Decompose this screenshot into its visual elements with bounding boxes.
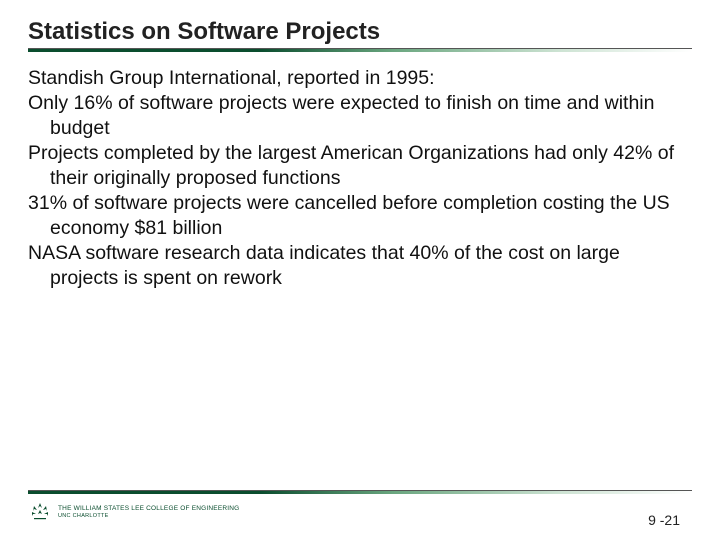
logo-line1: The WILLIAM STATES LEE COLLEGE of ENGINE… <box>58 505 239 512</box>
footer-underline <box>28 490 692 494</box>
logo-text: The WILLIAM STATES LEE COLLEGE of ENGINE… <box>58 505 239 518</box>
logo-line2: UNC CHARLOTTE <box>58 513 239 519</box>
crown-leaf-icon <box>28 500 52 524</box>
logo-area: The WILLIAM STATES LEE COLLEGE of ENGINE… <box>28 500 239 524</box>
body-text: Standish Group International, reported i… <box>28 66 692 291</box>
paragraph: Only 16% of software projects were expec… <box>28 91 692 141</box>
paragraph: Projects completed by the largest Americ… <box>28 141 692 191</box>
paragraph: NASA software research data indicates th… <box>28 241 692 291</box>
footer: The WILLIAM STATES LEE COLLEGE of ENGINE… <box>0 490 720 540</box>
slide-title: Statistics on Software Projects <box>28 18 692 46</box>
paragraph: Standish Group International, reported i… <box>28 66 692 91</box>
slide-container: Statistics on Software Projects Standish… <box>0 0 720 540</box>
page-number: 9 -21 <box>648 512 680 528</box>
title-underline <box>28 48 692 52</box>
paragraph: 31% of software projects were cancelled … <box>28 191 692 241</box>
